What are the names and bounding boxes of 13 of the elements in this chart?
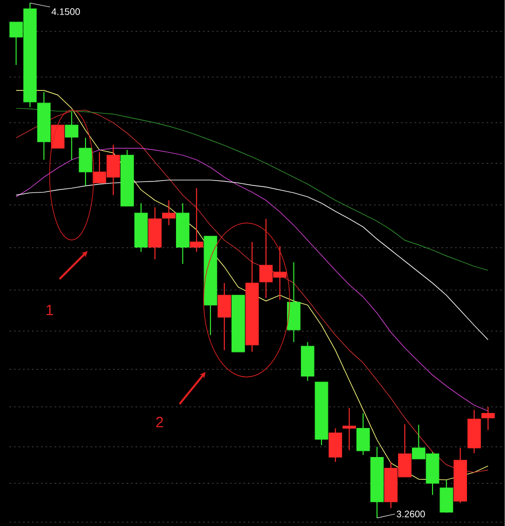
annotation: 2: [156, 416, 164, 428]
candlestick: [51, 124, 65, 149]
candlestick: [218, 282, 232, 351]
candlestick: [78, 137, 92, 186]
candlestick: [342, 408, 356, 451]
annotation: 3.2600: [396, 510, 425, 518]
candlestick: [481, 406, 495, 431]
candlestick: [162, 200, 176, 226]
annotation: 1: [46, 304, 54, 316]
candlestick: [65, 111, 78, 160]
candlestick: [190, 188, 204, 252]
annotation: 4.1500: [52, 8, 80, 15]
candlestick: [356, 412, 370, 456]
